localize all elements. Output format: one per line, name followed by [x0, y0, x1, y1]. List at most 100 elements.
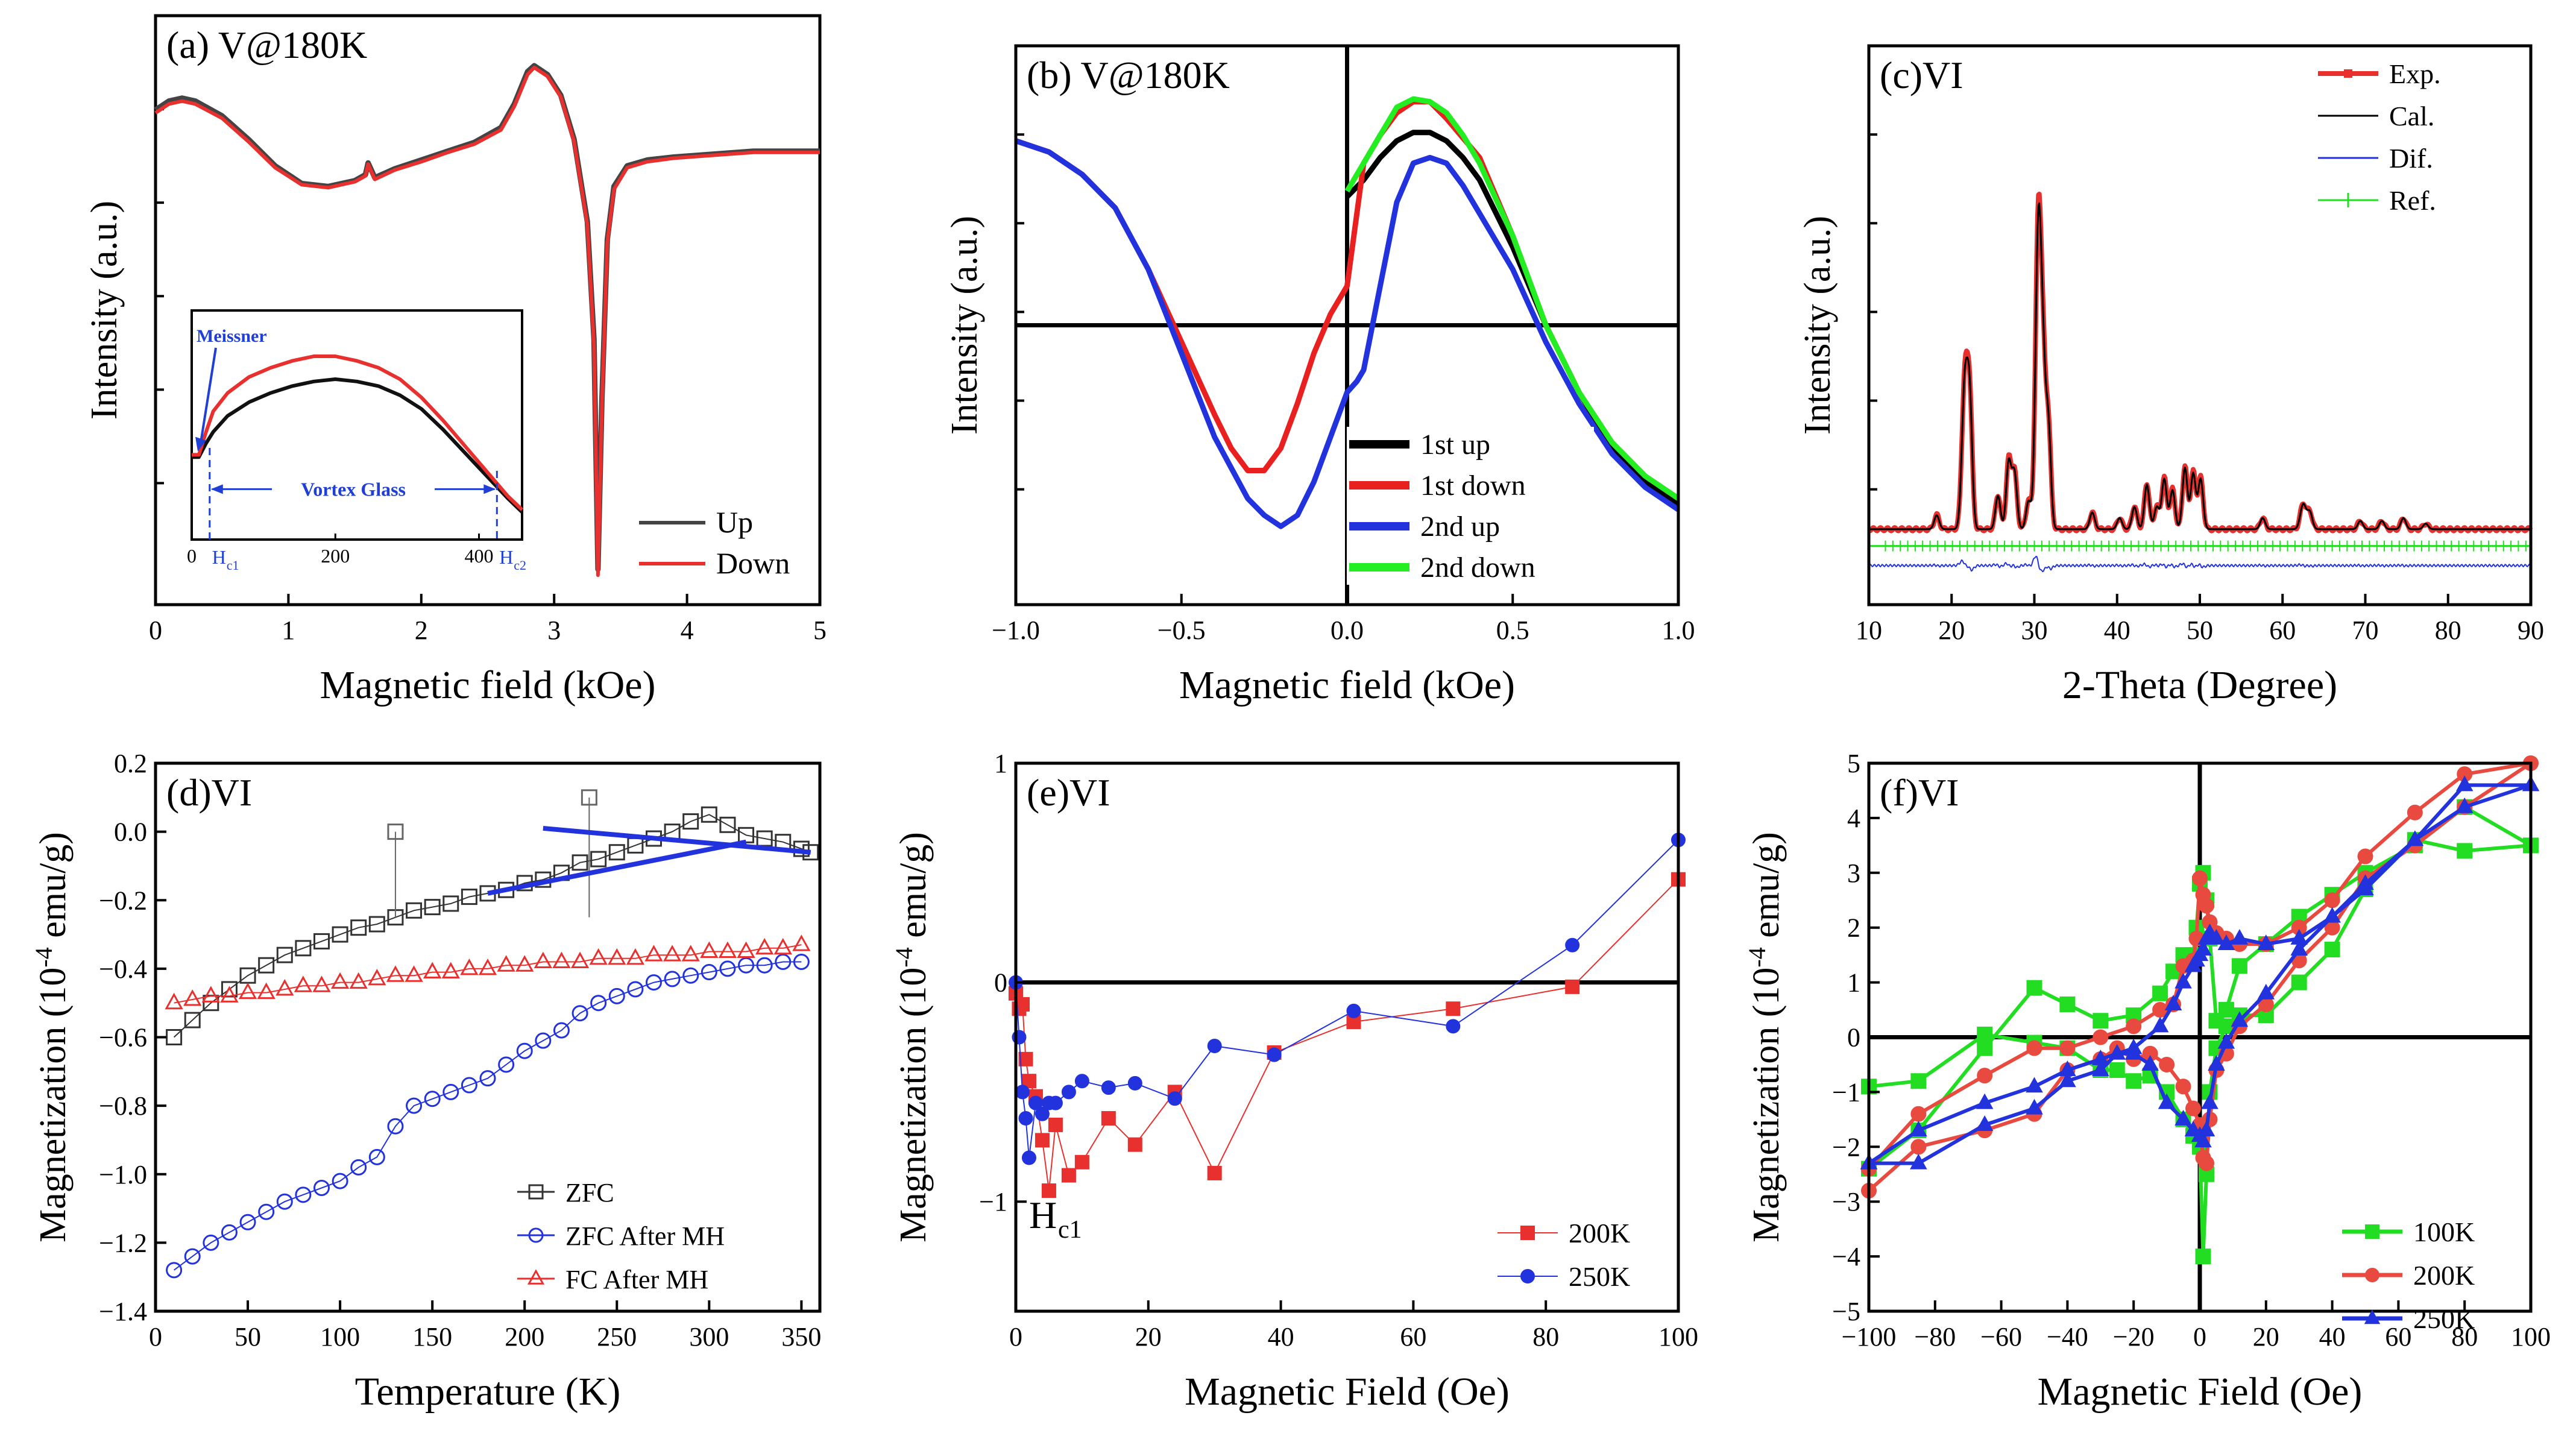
- data-point-250K: [2217, 1033, 2235, 1049]
- data-point-circle: [166, 1262, 183, 1279]
- data-point-square: [313, 933, 330, 949]
- data-point-circle: [608, 987, 625, 1004]
- data-point-250K: [1061, 1085, 1076, 1100]
- data-point-250K: [1446, 1019, 1461, 1034]
- data-point-circle: [590, 995, 607, 1012]
- data-point-250K: [2290, 940, 2308, 956]
- data-point-250K: [2092, 1049, 2109, 1065]
- data-point-200K: [1565, 979, 1580, 994]
- data-point-100K: [2126, 1073, 2142, 1089]
- data-point-200K: [2324, 892, 2340, 909]
- x-tick-label: 0: [149, 1322, 162, 1352]
- x-tick-label: 10: [1856, 616, 1882, 645]
- data-point-250K: [2158, 1093, 2176, 1109]
- data-point-100K: [1977, 1040, 1993, 1056]
- data-point-square: [166, 1029, 183, 1045]
- data-point-square: [590, 851, 607, 868]
- data-point-200K: [2185, 1100, 2202, 1116]
- legend-marker: [2365, 1224, 2379, 1239]
- panel-label: (d)VI: [166, 771, 252, 814]
- legend-label: Down: [716, 546, 790, 580]
- legend-label: 1st up: [1420, 429, 1490, 461]
- y-axis-label: Magnetization (10-4 emu/g): [890, 832, 934, 1242]
- x-tick-label: 300: [689, 1322, 729, 1352]
- legend-label: 100K: [2413, 1217, 2475, 1247]
- y-tick-label: −0.8: [99, 1091, 147, 1121]
- y-tick-label: −1: [979, 1187, 1007, 1217]
- data-point-200K: [2198, 1155, 2214, 1171]
- data-point-200K: [1207, 1165, 1222, 1180]
- x-tick-label: 40: [1268, 1322, 1294, 1352]
- hc2-label: H: [499, 546, 513, 568]
- data-point-circle: [553, 1022, 570, 1039]
- legend-label: 2nd down: [1420, 552, 1535, 584]
- meissner-label: Meissner: [197, 326, 267, 346]
- x-tick-label: 20: [2253, 1322, 2279, 1352]
- data-point-triangle: [718, 941, 737, 958]
- data-point-100K: [2457, 843, 2473, 859]
- data-point-200K: [1021, 1074, 1036, 1089]
- inset-series-down: [192, 354, 524, 511]
- data-point-200K: [1041, 1183, 1056, 1198]
- panel-d: 0 50 100 150 200 250 300 350 Temperature (K) −1.4…: [30, 749, 822, 1414]
- data-point-200K: [1910, 1139, 1927, 1155]
- data-point-square: [719, 816, 736, 833]
- data-point-circle: [258, 1203, 275, 1220]
- data-point-triangle: [423, 962, 442, 979]
- y-axis-label: Magnetization (10-4 emu/g): [1743, 832, 1787, 1242]
- x-tick-label: 50: [235, 1322, 261, 1352]
- data-point-triangle: [183, 989, 202, 1006]
- data-point-square: [184, 1012, 201, 1028]
- data-point-triangle: [663, 945, 682, 962]
- y-tick-label: 1: [994, 749, 1007, 778]
- data-point-250K: [2455, 797, 2474, 813]
- x-tick-label: 50: [2187, 616, 2213, 645]
- y-tick-label: 5: [1847, 749, 1860, 778]
- data-point-triangle: [312, 975, 331, 992]
- y-tick-label: 0: [994, 968, 1007, 998]
- data-point-200K: [1910, 1106, 1927, 1122]
- data-point-circle: [424, 1091, 441, 1107]
- data-point-triangle: [238, 982, 257, 1000]
- data-point-circle: [701, 964, 717, 981]
- data-point-triangle: [441, 962, 460, 979]
- data-point-circle: [664, 971, 681, 987]
- data-point-250K: [1207, 1039, 1222, 1054]
- data-point-circle: [184, 1248, 201, 1265]
- inset-frame: [191, 309, 523, 541]
- panel-c: 10 20 30 40 50 60 70 80 90 2-Theta (Degree) Intens…: [1797, 44, 2544, 707]
- y-tick-label: −5: [1832, 1297, 1860, 1326]
- data-point-250K: [1127, 1075, 1142, 1091]
- data-point-circle: [627, 981, 644, 998]
- x-tick-label: 0: [2193, 1322, 2206, 1352]
- hc1-label-sub: c1: [227, 558, 239, 573]
- x-axis-label: Magnetic Field (Oe): [1185, 1370, 1510, 1414]
- data-point-250K: [2231, 1011, 2249, 1027]
- data-point-250K: [2455, 775, 2474, 792]
- x-tick-label: 200: [505, 1322, 544, 1352]
- data-point-250K: [1346, 1003, 1361, 1018]
- data-point-100K: [1977, 1026, 1993, 1042]
- data-point-200K: [2175, 1079, 2191, 1095]
- data-point-triangle: [737, 941, 755, 958]
- data-point-square: [682, 813, 699, 830]
- y-tick-label: −2: [1832, 1132, 1860, 1162]
- data-point-200K: [2407, 804, 2423, 820]
- meissner-arrowhead: [195, 436, 206, 452]
- data-point-250K: [2323, 907, 2341, 923]
- data-point-250K: [1267, 1047, 1282, 1062]
- legend-label: 1st down: [1420, 470, 1526, 502]
- data-point-250K: [2257, 983, 2275, 1000]
- y-tick-label: 0.2: [114, 749, 147, 778]
- legend-marker: [527, 1269, 545, 1285]
- y-tick-label: 3: [1847, 858, 1860, 888]
- y-tick-label: −1.2: [99, 1228, 147, 1258]
- data-point-triangle: [165, 992, 183, 1010]
- data-point-100K: [2195, 1249, 2211, 1265]
- x-tick-label: 3: [547, 616, 561, 645]
- x-tick-label: 2: [415, 616, 428, 645]
- x-tick-label: 100: [320, 1322, 360, 1352]
